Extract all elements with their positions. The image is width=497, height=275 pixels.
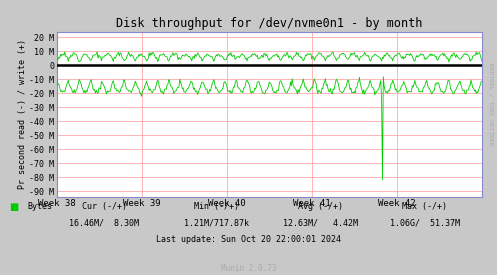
Text: Min (-/+): Min (-/+) bbox=[194, 202, 239, 211]
Title: Disk throughput for /dev/nvme0n1 - by month: Disk throughput for /dev/nvme0n1 - by mo… bbox=[116, 17, 423, 31]
Text: 16.46M/  8.30M: 16.46M/ 8.30M bbox=[70, 219, 139, 228]
Text: Avg (-/+): Avg (-/+) bbox=[298, 202, 343, 211]
Text: Bytes: Bytes bbox=[27, 202, 52, 211]
Y-axis label: Pr second read (-) / write (+): Pr second read (-) / write (+) bbox=[17, 39, 27, 189]
Text: ■: ■ bbox=[9, 202, 18, 212]
Text: 1.21M/717.87k: 1.21M/717.87k bbox=[184, 219, 248, 228]
Text: 12.63M/   4.42M: 12.63M/ 4.42M bbox=[283, 219, 358, 228]
Text: Max (-/+): Max (-/+) bbox=[403, 202, 447, 211]
Text: Cur (-/+): Cur (-/+) bbox=[82, 202, 127, 211]
Text: 1.06G/  51.37M: 1.06G/ 51.37M bbox=[390, 219, 460, 228]
Text: Last update: Sun Oct 20 22:00:01 2024: Last update: Sun Oct 20 22:00:01 2024 bbox=[156, 235, 341, 244]
Text: RRDTOOL / TOBI OETIKER: RRDTOOL / TOBI OETIKER bbox=[488, 63, 493, 146]
Text: Munin 2.0.73: Munin 2.0.73 bbox=[221, 264, 276, 273]
